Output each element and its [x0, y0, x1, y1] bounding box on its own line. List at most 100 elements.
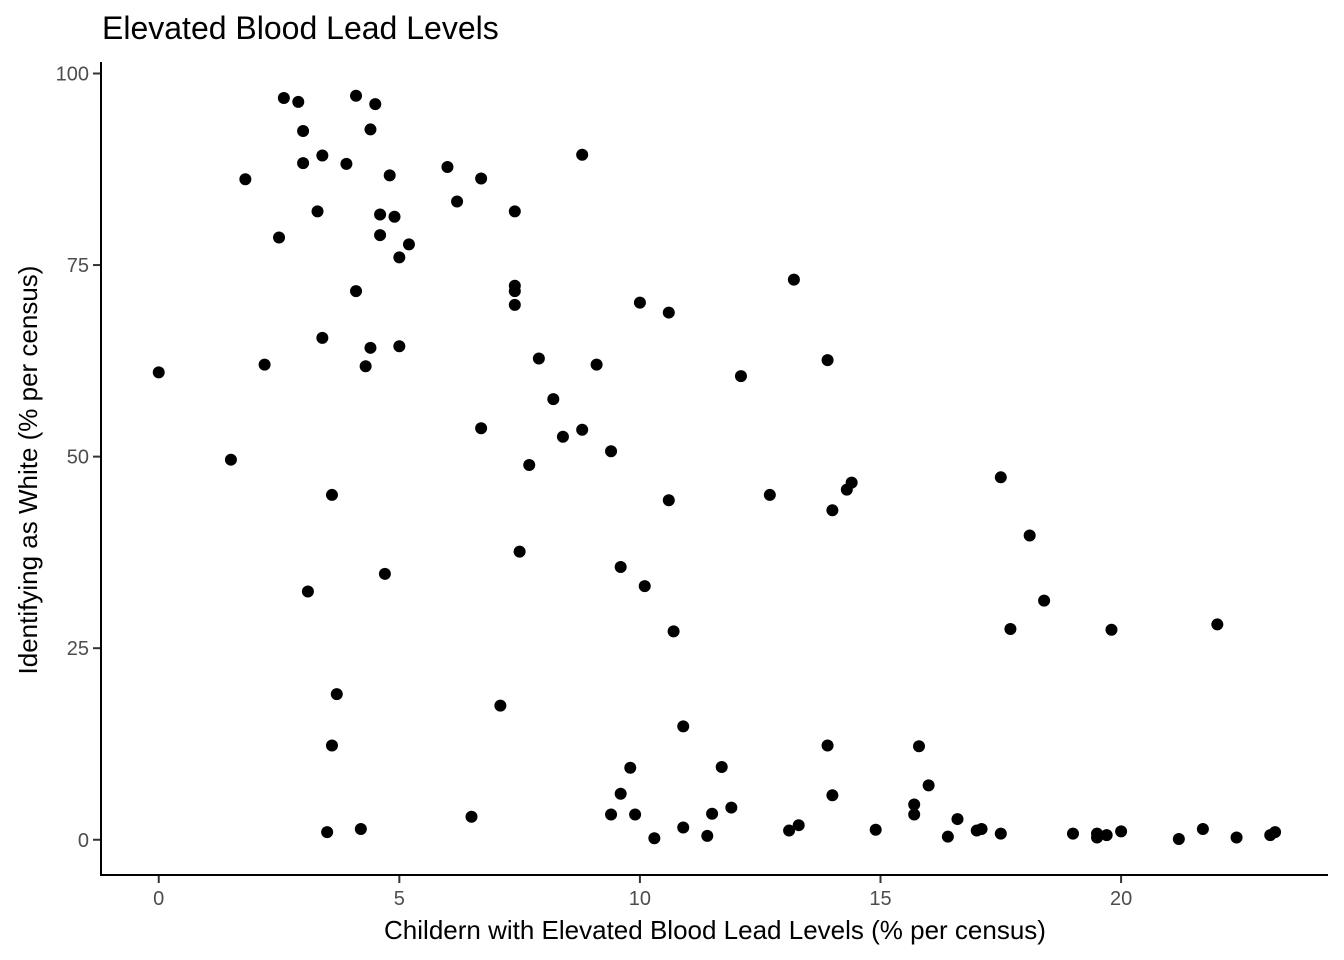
data-point [311, 205, 324, 218]
data-point [1211, 618, 1224, 631]
data-point [277, 92, 290, 105]
data-point [364, 123, 377, 136]
data-point [350, 89, 363, 102]
data-point [475, 422, 488, 435]
data-point [667, 625, 680, 638]
data-point [845, 476, 858, 489]
data-point [321, 826, 334, 839]
data-point [792, 819, 805, 832]
data-point [393, 340, 406, 353]
y-tick-label: 25 [67, 638, 89, 660]
data-point [402, 238, 415, 251]
data-point [1091, 827, 1104, 840]
data-point [1269, 826, 1282, 839]
data-point [1023, 529, 1036, 542]
data-point [677, 720, 690, 733]
data-point [662, 494, 675, 507]
x-axis-label: Childern with Elevated Blood Lead Levels… [384, 915, 1046, 945]
y-tick-label: 75 [67, 255, 89, 277]
data-point [951, 813, 964, 826]
data-point [301, 585, 314, 598]
data-point [556, 430, 569, 443]
x-tick-label: 20 [1110, 888, 1132, 910]
data-point [908, 798, 921, 811]
data-point [532, 352, 545, 365]
data-point [465, 810, 478, 823]
data-point [633, 296, 646, 309]
data-point [725, 801, 738, 814]
y-axis-ticks: 0 25 50 75 100 [56, 63, 101, 852]
data-point [614, 560, 627, 573]
data-point [941, 830, 954, 843]
data-point [325, 488, 338, 501]
data-point [605, 445, 618, 458]
data-point [826, 789, 839, 802]
data-point [388, 210, 401, 223]
data-point [1038, 594, 1051, 607]
data-point [763, 488, 776, 501]
data-point [787, 273, 800, 286]
data-point [605, 808, 618, 821]
data-point [292, 95, 305, 108]
data-point [821, 739, 834, 752]
data-point [1100, 829, 1113, 842]
data-point [638, 580, 651, 593]
data-point [508, 205, 521, 218]
data-point [826, 504, 839, 517]
data-point [869, 823, 882, 836]
data-point [1196, 823, 1209, 836]
x-tick-label: 0 [153, 888, 164, 910]
data-point [994, 827, 1007, 840]
data-point [330, 688, 343, 701]
data-point [662, 306, 675, 319]
y-axis-label: Identifying as White (% per census) [13, 266, 43, 675]
data-point [1115, 825, 1128, 838]
data-point [783, 824, 796, 837]
data-point [576, 423, 589, 436]
data-point [340, 157, 353, 170]
data-point [1066, 827, 1079, 840]
data-point [451, 195, 464, 208]
data-point [359, 360, 372, 373]
data-point [297, 157, 310, 170]
data-point [350, 285, 363, 298]
data-point [369, 98, 382, 111]
data-point [374, 229, 387, 242]
data-point [393, 251, 406, 264]
data-point [706, 807, 719, 820]
data-point [913, 740, 925, 753]
data-point [701, 829, 714, 842]
data-point [152, 366, 165, 379]
data-point [475, 172, 488, 185]
data-point [715, 760, 728, 773]
data-point [364, 341, 377, 354]
data-point [734, 370, 747, 383]
x-tick-label: 10 [629, 888, 651, 910]
data-point [273, 231, 286, 244]
data-point [629, 808, 642, 821]
data-point [297, 124, 310, 137]
data-point [648, 832, 661, 845]
data-point [224, 453, 237, 466]
data-point [374, 208, 387, 221]
y-tick-label: 0 [78, 830, 89, 852]
data-point [821, 354, 834, 367]
y-tick-label: 100 [56, 63, 89, 85]
data-point [508, 298, 521, 311]
data-point [922, 779, 935, 792]
data-point [1172, 832, 1185, 845]
data-points [152, 89, 1282, 845]
x-tick-label: 15 [869, 888, 891, 910]
data-point [258, 358, 271, 371]
y-tick-label: 50 [67, 447, 89, 469]
data-point [316, 331, 329, 344]
data-point [1105, 623, 1118, 636]
data-point [1004, 623, 1017, 636]
data-point [908, 808, 921, 821]
data-point [378, 567, 391, 580]
chart-title: Elevated Blood Lead Levels [102, 10, 499, 46]
x-axis-ticks: 0 5 10 15 20 [153, 875, 1132, 910]
data-point [513, 545, 526, 558]
data-point [508, 285, 521, 298]
